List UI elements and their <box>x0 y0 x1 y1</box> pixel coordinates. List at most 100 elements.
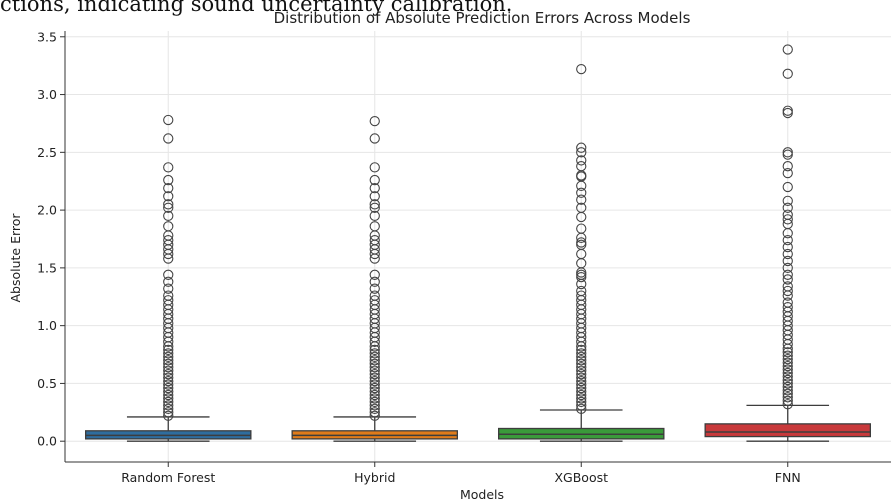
outlier-point <box>782 360 793 372</box>
outlier-point <box>369 389 380 401</box>
outlier-point <box>782 354 793 365</box>
outlier-point <box>369 290 380 301</box>
outlier-point <box>782 367 793 379</box>
outlier-point <box>782 167 793 179</box>
outlier-point <box>576 369 587 380</box>
outlier-point <box>576 155 587 166</box>
outlier-point <box>163 202 174 213</box>
outlier-point <box>369 400 380 411</box>
outlier-point <box>576 382 587 394</box>
outlier-point <box>576 142 587 153</box>
outlier-point <box>369 358 380 369</box>
outlier-point <box>782 181 793 193</box>
outlier-point <box>369 375 380 387</box>
outlier-point <box>369 372 380 383</box>
y-axis-label: Absolute Error <box>8 213 23 303</box>
outlier-point <box>163 407 174 418</box>
outlier-point <box>369 362 380 373</box>
outlier-point <box>163 403 174 414</box>
outlier-point <box>576 290 587 301</box>
outlier-point <box>782 381 793 393</box>
outlier-point <box>369 295 380 306</box>
outlier-point <box>576 285 587 297</box>
outlier-point <box>163 283 174 294</box>
outlier-point <box>782 269 793 280</box>
axes: 0.0 0.5 1.0 1.5 2.0 2.5 3.0 3.5 Random Forest Hyb… <box>37 29 891 485</box>
outlier-point <box>369 369 380 380</box>
outlier-point <box>576 403 587 414</box>
outlier-point <box>576 161 587 172</box>
outlier-point <box>782 392 793 403</box>
y-tick-label: 0.0 <box>37 434 57 449</box>
outlier-point <box>576 187 587 198</box>
outlier-point <box>576 375 587 387</box>
outlier-point <box>782 297 793 308</box>
outlier-point <box>782 147 793 158</box>
box-group <box>291 115 458 442</box>
outlier-point <box>576 355 587 366</box>
outlier-point <box>576 365 587 376</box>
outlier-point <box>369 115 380 127</box>
outlier-point <box>163 382 174 394</box>
outlier-point <box>576 223 587 234</box>
y-tick-label: 1.0 <box>37 318 57 333</box>
outlier-point <box>576 237 587 248</box>
outlier-point <box>782 274 793 285</box>
x-tick-label: FNN <box>775 470 801 485</box>
outlier-point <box>782 350 793 361</box>
outlier-point <box>163 295 174 306</box>
outlier-point <box>163 210 174 222</box>
outlier-point <box>782 347 793 358</box>
outlier-point <box>369 344 380 356</box>
outlier-point <box>576 400 587 411</box>
outlier-point <box>369 410 380 421</box>
outlier-point <box>163 393 174 404</box>
outlier-point <box>782 255 793 267</box>
x-tick-label: Hybrid <box>354 470 395 485</box>
outlier-point <box>163 375 174 387</box>
outlier-point <box>576 389 587 401</box>
outlier-point <box>782 161 793 172</box>
outlier-point <box>163 290 174 301</box>
outlier-point <box>782 68 793 79</box>
outlier-point <box>576 194 587 205</box>
outlier-point <box>782 195 793 207</box>
outlier-point <box>369 403 380 414</box>
outlier-point <box>369 162 380 173</box>
outlier-point <box>369 393 380 404</box>
box-group <box>85 114 252 442</box>
outlier-point <box>576 147 587 158</box>
y-tick-label: 1.5 <box>37 260 57 275</box>
outlier-point <box>163 221 174 232</box>
outlier-point <box>782 385 793 396</box>
y-tick-label: 2.0 <box>37 203 57 218</box>
outlier-point <box>369 379 380 390</box>
outlier-point <box>163 269 174 280</box>
outlier-point <box>369 276 380 287</box>
outlier-point <box>369 365 380 376</box>
outlier-point <box>369 382 380 394</box>
outlier-point <box>163 351 174 362</box>
outlier-point <box>369 355 380 366</box>
outlier-point <box>163 386 174 397</box>
outlier-point <box>163 355 174 366</box>
outlier-point <box>163 174 174 186</box>
outlier-point <box>782 364 793 375</box>
outlier-point <box>369 199 380 210</box>
outlier-point <box>782 285 793 297</box>
outlier-point <box>369 202 380 213</box>
outlier-point <box>576 386 587 397</box>
x-tick-label: XGBoost <box>554 470 608 485</box>
outlier-point <box>369 351 380 362</box>
outlier-point <box>163 400 174 411</box>
x-axis-label: Models <box>460 487 504 502</box>
outlier-point <box>369 210 380 222</box>
outlier-point <box>576 358 587 369</box>
outlier-point <box>782 209 793 220</box>
outlier-point <box>163 369 174 380</box>
outlier-point <box>782 44 793 55</box>
outlier-point <box>163 234 174 246</box>
outlier-point <box>163 114 174 126</box>
